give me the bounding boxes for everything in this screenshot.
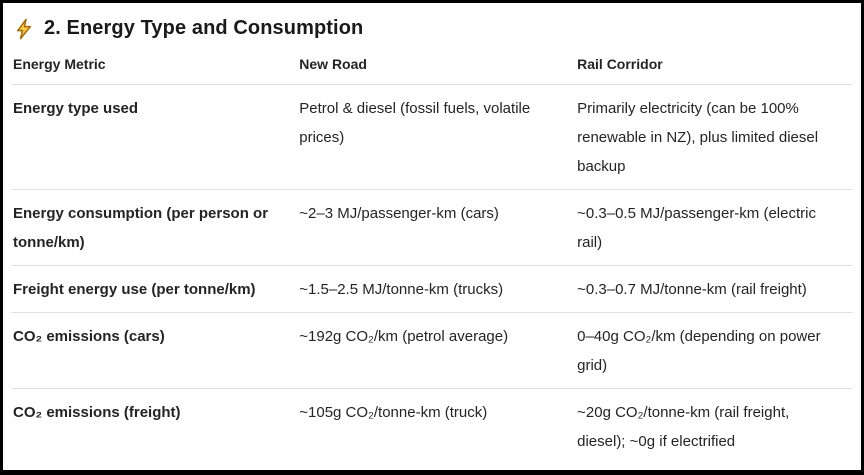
new-road-cell: ~1.5–2.5 MJ/tonne-km (trucks) [297, 265, 576, 313]
energy-comparison-table: Energy Metric New Road Rail Corridor Ene… [11, 54, 853, 464]
section-heading: 2. Energy Type and Consumption [13, 17, 853, 40]
column-header-energy-metric: Energy Metric [11, 54, 298, 85]
rail-corridor-cell: Primarily electricity (can be 100% renew… [575, 84, 853, 190]
table-header-row: Energy Metric New Road Rail Corridor [11, 54, 853, 85]
rail-corridor-cell: 0–40g CO₂/km (depending on power grid) [575, 312, 853, 389]
table-row: CO₂ emissions (cars) ~192g CO₂/km (petro… [11, 312, 853, 389]
metric-cell: CO₂ emissions (freight) [13, 404, 181, 421]
metric-cell: Energy consumption (per person or tonne/… [11, 189, 298, 266]
table-row: CO₂ emissions (freight) ~105g CO₂/tonne-… [11, 389, 853, 465]
new-road-cell: ~105g CO₂/tonne-km (truck) [299, 404, 488, 421]
rail-corridor-cell: ~20g CO₂/tonne-km (rail freight, diesel)… [577, 404, 790, 450]
new-road-cell: ~2–3 MJ/passenger-km (cars) [297, 189, 576, 266]
table-row: Energy type used Petrol & diesel (fossil… [11, 84, 853, 190]
column-header-new-road: New Road [297, 54, 576, 85]
metric-cell: Energy type used [11, 84, 298, 190]
new-road-cell: ~192g CO₂/km (petrol average) [297, 312, 576, 389]
metric-cell: CO₂ emissions (cars) [11, 312, 298, 389]
page-title: 2. Energy Type and Consumption [44, 17, 364, 39]
column-header-rail-corridor: Rail Corridor [575, 54, 853, 85]
high-voltage-icon [16, 18, 32, 39]
metric-cell: Freight energy use (per tonne/km) [11, 265, 298, 313]
table-row: Freight energy use (per tonne/km) ~1.5–2… [11, 265, 853, 313]
table-row: Energy consumption (per person or tonne/… [11, 189, 853, 266]
new-road-cell: Petrol & diesel (fossil fuels, volatile … [297, 84, 576, 190]
rail-corridor-cell: ~0.3–0.5 MJ/passenger-km (electric rail) [575, 189, 853, 266]
rail-corridor-cell: ~0.3–0.7 MJ/tonne-km (rail freight) [575, 265, 853, 313]
